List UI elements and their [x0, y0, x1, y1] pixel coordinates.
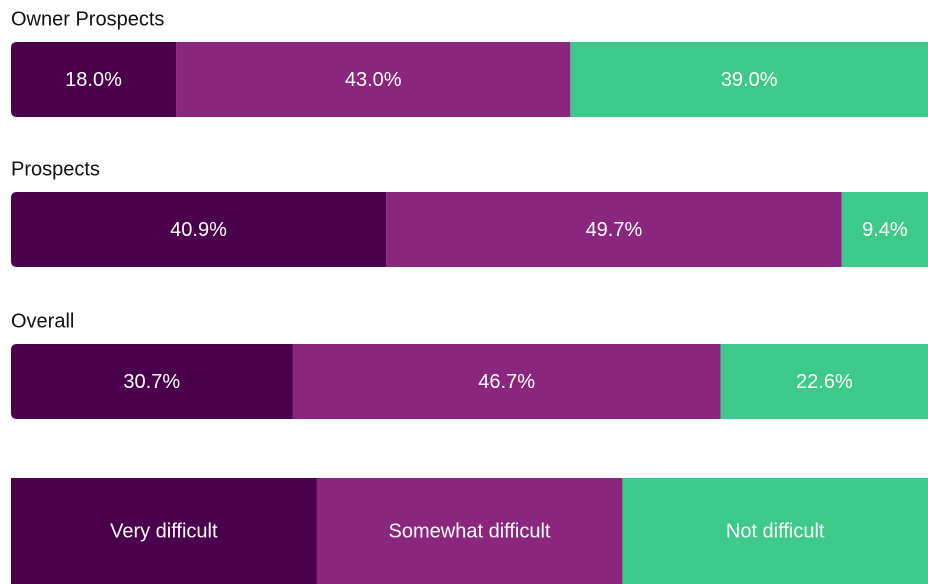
row-label: Owner Prospects	[11, 8, 164, 30]
legend-label: Somewhat difficult	[389, 520, 551, 542]
bar-segment	[386, 192, 842, 267]
row-label: Overall	[11, 310, 74, 332]
value-label: 9.4%	[862, 219, 908, 241]
value-label: 49.7%	[586, 219, 643, 241]
bar-row	[11, 192, 928, 267]
bar-segment	[292, 344, 721, 419]
bar-segment	[11, 42, 177, 117]
legend-swatch	[316, 478, 623, 584]
legend-swatch	[622, 478, 928, 584]
value-label: 22.6%	[796, 371, 853, 393]
value-label: 18.0%	[65, 69, 122, 91]
value-label: 30.7%	[123, 371, 180, 393]
legend-label: Not difficult	[726, 520, 825, 542]
bar-row	[11, 42, 928, 117]
bar-row	[11, 344, 928, 419]
value-label: 43.0%	[345, 69, 402, 91]
value-label: 39.0%	[721, 69, 778, 91]
value-label: 40.9%	[170, 219, 227, 241]
row-label: Prospects	[11, 158, 100, 180]
bar-segment	[841, 192, 928, 267]
bar-segment	[11, 344, 293, 419]
value-label: 46.7%	[478, 371, 535, 393]
bar-segment	[176, 42, 571, 117]
bar-segment	[720, 344, 928, 419]
legend-swatch	[11, 478, 318, 584]
bar-segment	[11, 192, 387, 267]
bar-segment	[570, 42, 928, 117]
legend-label: Very difficult	[110, 520, 218, 542]
